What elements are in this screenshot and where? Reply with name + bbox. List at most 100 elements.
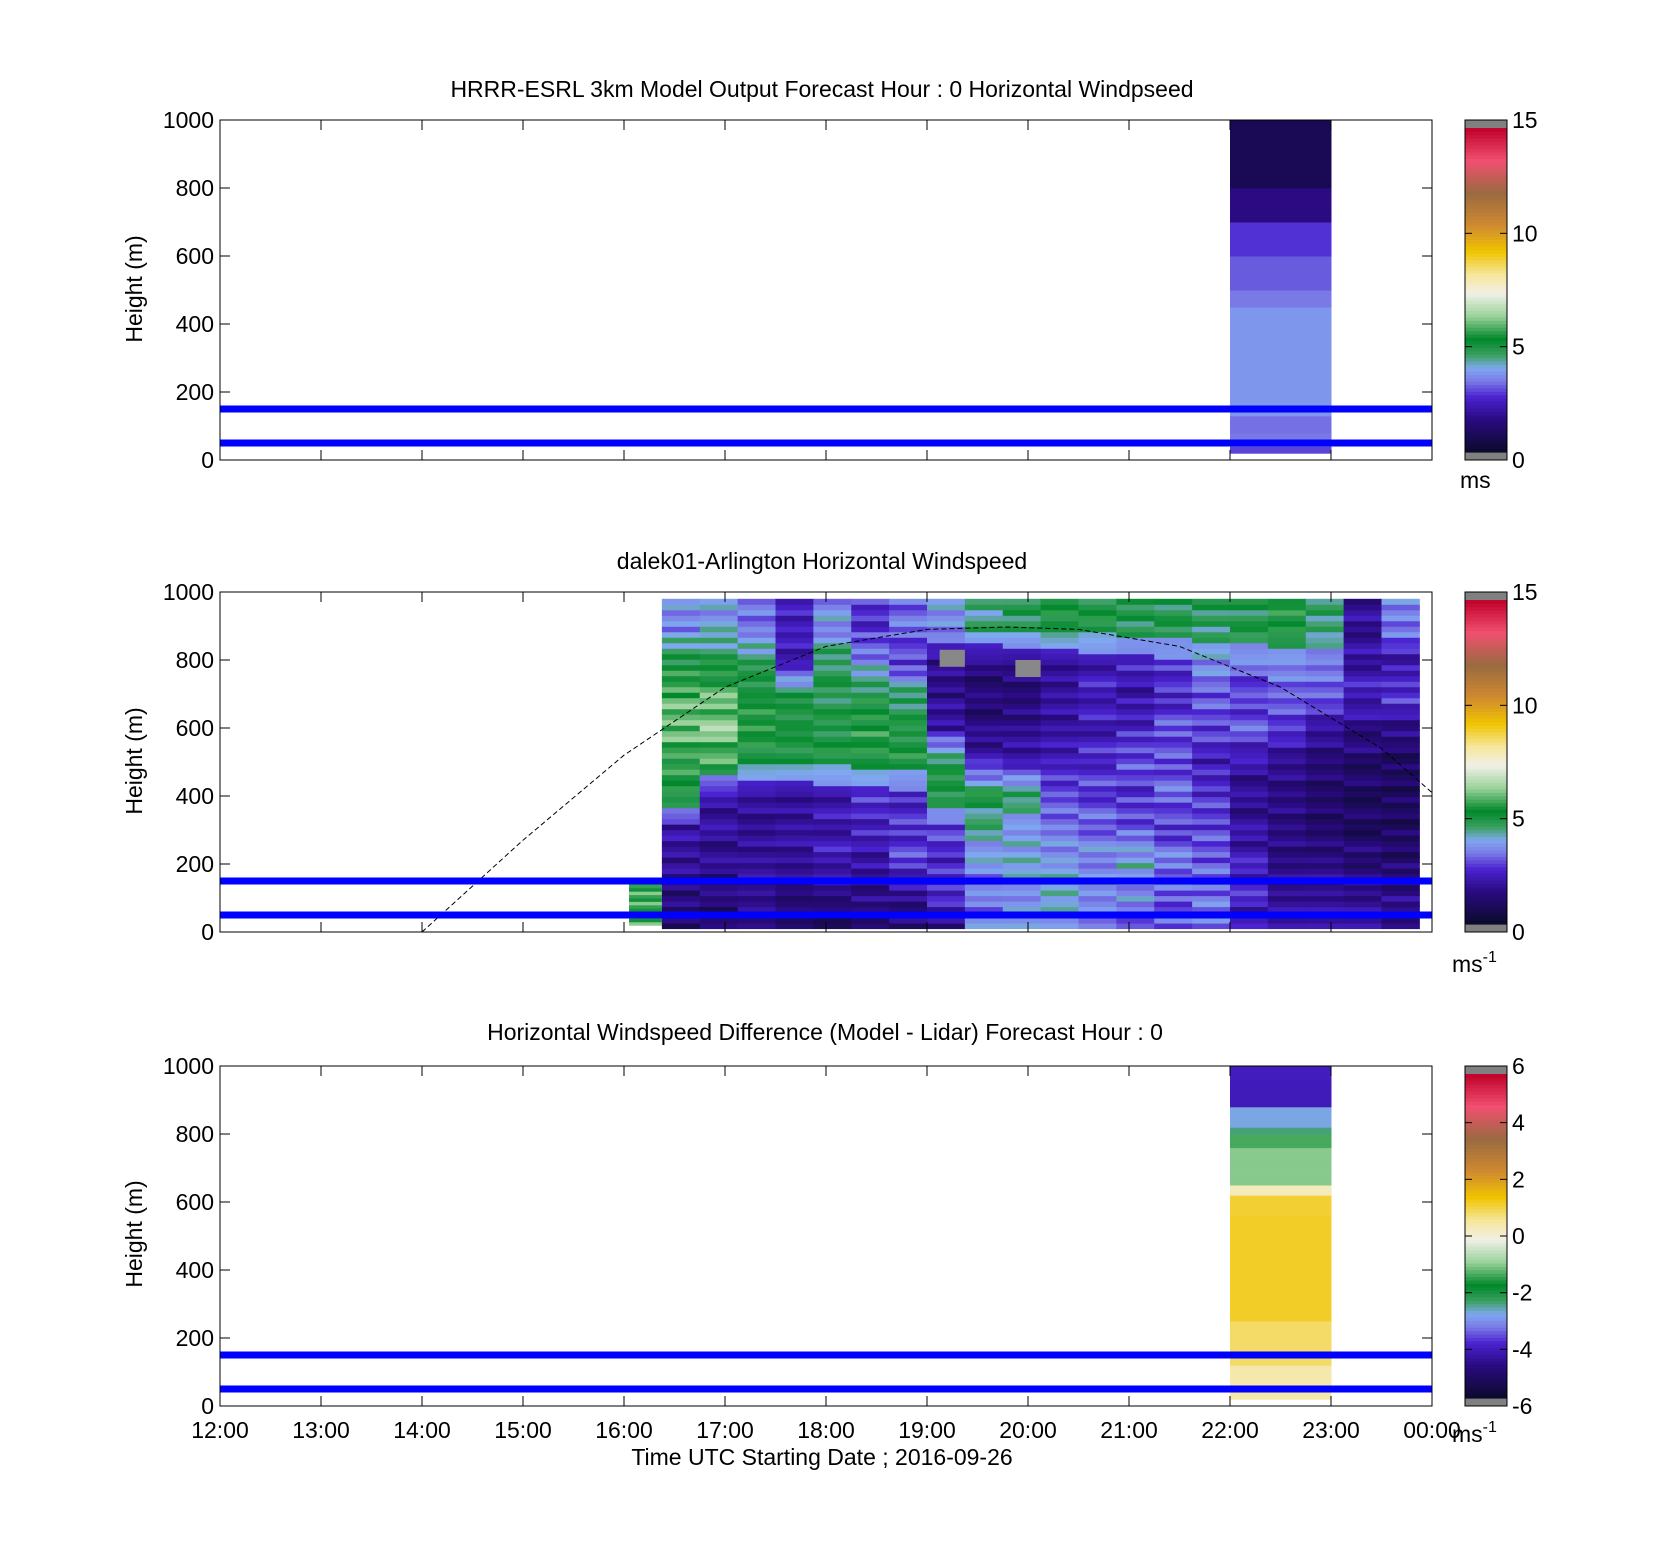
heatmap-cell: [1305, 796, 1345, 803]
x-tick-label: 18:00: [797, 1417, 855, 1443]
heatmap-cell: [661, 796, 701, 803]
heatmap-cell: [851, 620, 890, 627]
heatmap-cell: [1381, 631, 1420, 638]
heatmap-cell: [1230, 637, 1269, 644]
heatmap-cell: [1002, 818, 1042, 825]
heatmap-cell: [1040, 604, 1079, 611]
heatmap-cell: [1230, 286, 1332, 291]
colorbar-segment: [1465, 1249, 1507, 1254]
colorbar-segment: [1465, 731, 1507, 736]
heatmap-cell: [1154, 917, 1193, 924]
heatmap-cell: [1078, 906, 1117, 913]
heatmap-cell: [1192, 857, 1231, 864]
heatmap-cell: [1230, 320, 1332, 325]
y-tick-label: 600: [176, 1189, 214, 1215]
heatmap-cell: [927, 802, 966, 809]
heatmap-cell: [775, 736, 814, 743]
heatmap-cell: [1078, 626, 1117, 633]
colorbar-tick-label: 0: [1512, 919, 1525, 945]
heatmap-cell: [1230, 1382, 1332, 1387]
colorbar-segment: [1465, 900, 1507, 905]
colorbar-segment: [1465, 1306, 1507, 1311]
heatmap-cell: [1116, 884, 1155, 891]
heatmap-cell: [775, 862, 814, 869]
colorbar-segment: [1465, 401, 1507, 406]
colorbar-segment: [1465, 667, 1507, 672]
colorbar-segment: [1465, 853, 1507, 858]
heatmap-cell: [1230, 344, 1332, 349]
heatmap-cell: [661, 648, 701, 655]
heatmap-cell: [1116, 708, 1155, 715]
heatmap-cell: [1154, 884, 1193, 891]
heatmap-cell: [1002, 747, 1042, 754]
colorbar-segment: [1465, 374, 1507, 379]
colorbar-segment: [1465, 236, 1507, 240]
heatmap-cell: [1002, 642, 1042, 649]
colorbar-segment: [1465, 205, 1507, 210]
colorbar-segment: [1465, 897, 1507, 901]
heatmap-cell: [661, 703, 701, 710]
heatmap-cell: [1230, 1103, 1332, 1108]
heatmap-cell: [1116, 923, 1155, 930]
colorbar-segment: [1465, 215, 1507, 220]
heatmap-cell: [1267, 813, 1307, 820]
colorbar-segment: [1465, 1185, 1507, 1190]
heatmap-cell: [699, 708, 739, 715]
colorbar-overflow: [1465, 120, 1507, 128]
colorbar-segment: [1465, 1158, 1507, 1163]
heatmap-cell: [1230, 218, 1332, 223]
colorbar-segment: [1465, 330, 1507, 335]
heatmap-cell: [737, 884, 776, 891]
heatmap-cell: [1002, 609, 1042, 616]
heatmap-cell: [1343, 747, 1382, 754]
heatmap-cell: [1230, 906, 1269, 913]
colorbar-segment: [1465, 684, 1507, 689]
heatmap-cell: [1381, 906, 1420, 913]
heatmap-cell: [1343, 840, 1382, 847]
heatmap-cell: [889, 609, 928, 616]
heatmap-cell: [889, 642, 928, 649]
heatmap-cell: [661, 890, 701, 897]
colorbar-segment: [1465, 697, 1507, 702]
heatmap-cell: [1040, 862, 1079, 869]
heatmap-cell: [661, 824, 701, 831]
heatmap-cell: [775, 923, 814, 930]
heatmap-cell: [737, 659, 776, 666]
colorbar-segment: [1465, 1080, 1507, 1085]
heatmap-cell: [1381, 873, 1420, 880]
heatmap-cell: [1230, 422, 1332, 427]
colorbar-segment: [1465, 886, 1507, 891]
heatmap-cell: [889, 851, 928, 858]
heatmap-cell: [1002, 708, 1042, 715]
heatmap-cell: [1230, 1151, 1332, 1155]
heatmap-cell: [851, 642, 890, 649]
heatmap-cell: [1078, 703, 1117, 710]
heatmap-cell: [1040, 598, 1079, 605]
colorbar-segment: [1465, 182, 1507, 186]
heatmap-cell: [1078, 884, 1117, 891]
heatmap-cell: [851, 697, 890, 704]
heatmap-cell: [851, 686, 890, 693]
heatmap-cell: [1116, 774, 1155, 781]
colorbar-segment: [1465, 1333, 1507, 1338]
heatmap-cell: [1267, 659, 1307, 666]
heatmap-cell: [775, 906, 814, 913]
heatmap-cell: [851, 868, 890, 875]
heatmap-cell: [699, 840, 739, 847]
heatmap-cell: [1305, 604, 1345, 611]
heatmap-cell: [1078, 780, 1117, 787]
colorbar-tick-label: 5: [1512, 334, 1525, 360]
heatmap-cell: [699, 609, 739, 616]
colorbar-segment: [1465, 1266, 1507, 1271]
heatmap-cell: [1230, 1290, 1332, 1295]
heatmap-cell: [889, 774, 928, 781]
heatmap-cell: [851, 780, 890, 787]
heatmap-cell: [1343, 851, 1382, 858]
heatmap-cell: [775, 620, 814, 627]
heatmap-cell: [737, 890, 776, 897]
heatmap-cell: [964, 604, 1004, 611]
heatmap-cell: [1154, 648, 1193, 655]
heatmap-cell: [1230, 232, 1332, 237]
heatmap-cell: [1230, 1348, 1332, 1353]
